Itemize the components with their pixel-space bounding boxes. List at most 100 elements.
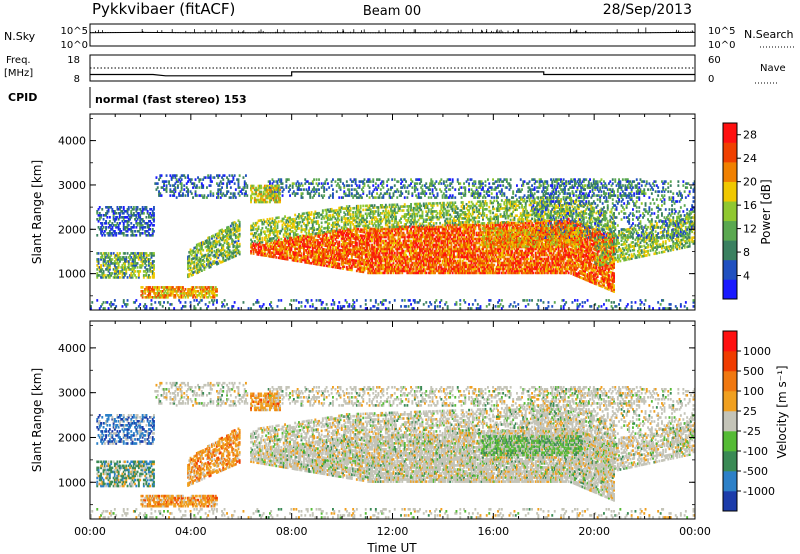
- power-cell: [406, 261, 409, 265]
- power-cell: [195, 290, 198, 293]
- power-cell: [392, 271, 395, 275]
- power-cell: [355, 259, 358, 263]
- power-cell: [350, 188, 353, 191]
- power-cell: [308, 211, 310, 215]
- power-cell: [232, 221, 235, 225]
- power-cell: [168, 180, 170, 183]
- power-cell: [291, 218, 294, 221]
- power-cell: [276, 240, 279, 243]
- power-cell: [313, 226, 315, 230]
- power-cell: [377, 267, 380, 271]
- power-cell: [422, 259, 425, 263]
- power-cell: [371, 263, 373, 267]
- power-cell: [103, 230, 106, 233]
- power-cell: [279, 244, 281, 248]
- power-cell: [106, 216, 109, 219]
- power-cell: [315, 258, 318, 262]
- power-cell: [228, 229, 231, 232]
- power-cell: [398, 251, 401, 255]
- power-cell: [343, 190, 346, 193]
- power-cell: [274, 243, 276, 247]
- power-cell: [139, 208, 142, 211]
- power-cell: [203, 254, 206, 257]
- power-cell: [137, 214, 140, 217]
- power-cell: [329, 249, 332, 252]
- power-cell: [363, 182, 366, 185]
- power-cell: [387, 263, 390, 267]
- power-cell: [343, 249, 346, 253]
- power-cell: [361, 266, 363, 269]
- power-cell: [374, 247, 377, 251]
- power-cell: [333, 249, 336, 253]
- power-cell: [252, 226, 255, 229]
- power-cell: [364, 263, 367, 266]
- power-cell: [308, 182, 310, 185]
- power-cell: [96, 212, 99, 215]
- power-cell: [150, 296, 153, 299]
- power-cell: [219, 237, 222, 240]
- power-cell: [308, 217, 310, 221]
- power-cell: [101, 268, 104, 271]
- power-cell: [211, 180, 213, 183]
- power-cell: [425, 224, 428, 227]
- power-cell: [163, 286, 165, 289]
- power-cell: [386, 247, 389, 251]
- power-cell: [376, 192, 378, 195]
- power-cell: [348, 213, 351, 216]
- power-cell: [378, 194, 381, 197]
- power-cell: [325, 244, 328, 248]
- power-cell: [369, 253, 372, 257]
- power-cell: [386, 245, 389, 249]
- power-cell: [313, 190, 315, 193]
- power-cell: [127, 262, 130, 265]
- power-cell: [183, 292, 186, 295]
- power-cell: [234, 222, 237, 226]
- power-cell: [339, 266, 342, 270]
- power-cell: [284, 307, 286, 310]
- power-cell: [188, 275, 191, 278]
- power-cell: [279, 248, 281, 252]
- power-cell: [305, 180, 308, 183]
- power-cell: [204, 288, 207, 291]
- power-cell: [221, 301, 223, 304]
- power-cell: [289, 224, 291, 228]
- power-cell: [153, 274, 155, 277]
- power-cell: [287, 232, 290, 236]
- power-cell: [251, 240, 254, 243]
- power-cell: [371, 251, 373, 255]
- power-cell: [233, 249, 236, 252]
- power-cell: [344, 241, 347, 245]
- power-cell: [294, 213, 297, 217]
- power-cell: [214, 233, 217, 236]
- power-cell: [111, 262, 114, 265]
- power-cell: [100, 264, 102, 267]
- power-cell: [301, 196, 304, 199]
- power-cell: [357, 208, 360, 212]
- power-cell: [277, 188, 280, 192]
- power-cell: [354, 180, 357, 183]
- power-cell: [223, 239, 226, 243]
- power-cell: [384, 192, 387, 195]
- power-cell: [397, 255, 400, 259]
- power-cell: [108, 220, 111, 223]
- power-cell: [256, 299, 259, 302]
- power-cell: [358, 264, 361, 267]
- power-cell: [281, 225, 284, 229]
- power-cell: [338, 301, 341, 304]
- power-cell: [304, 178, 307, 181]
- power-cell: [226, 254, 228, 257]
- power-cell: [335, 264, 338, 267]
- power-cell: [416, 225, 419, 229]
- power-cell: [330, 303, 333, 306]
- power-cell: [195, 286, 198, 289]
- power-cell: [113, 299, 116, 302]
- power-cell: [195, 257, 198, 261]
- power-cell: [357, 233, 360, 237]
- power-cell: [202, 254, 205, 258]
- power-cell: [193, 307, 196, 310]
- power-cell: [348, 232, 351, 235]
- power-cell: [363, 178, 366, 181]
- power-cell: [279, 240, 281, 244]
- power-cell: [367, 231, 370, 235]
- power-cell: [217, 190, 220, 193]
